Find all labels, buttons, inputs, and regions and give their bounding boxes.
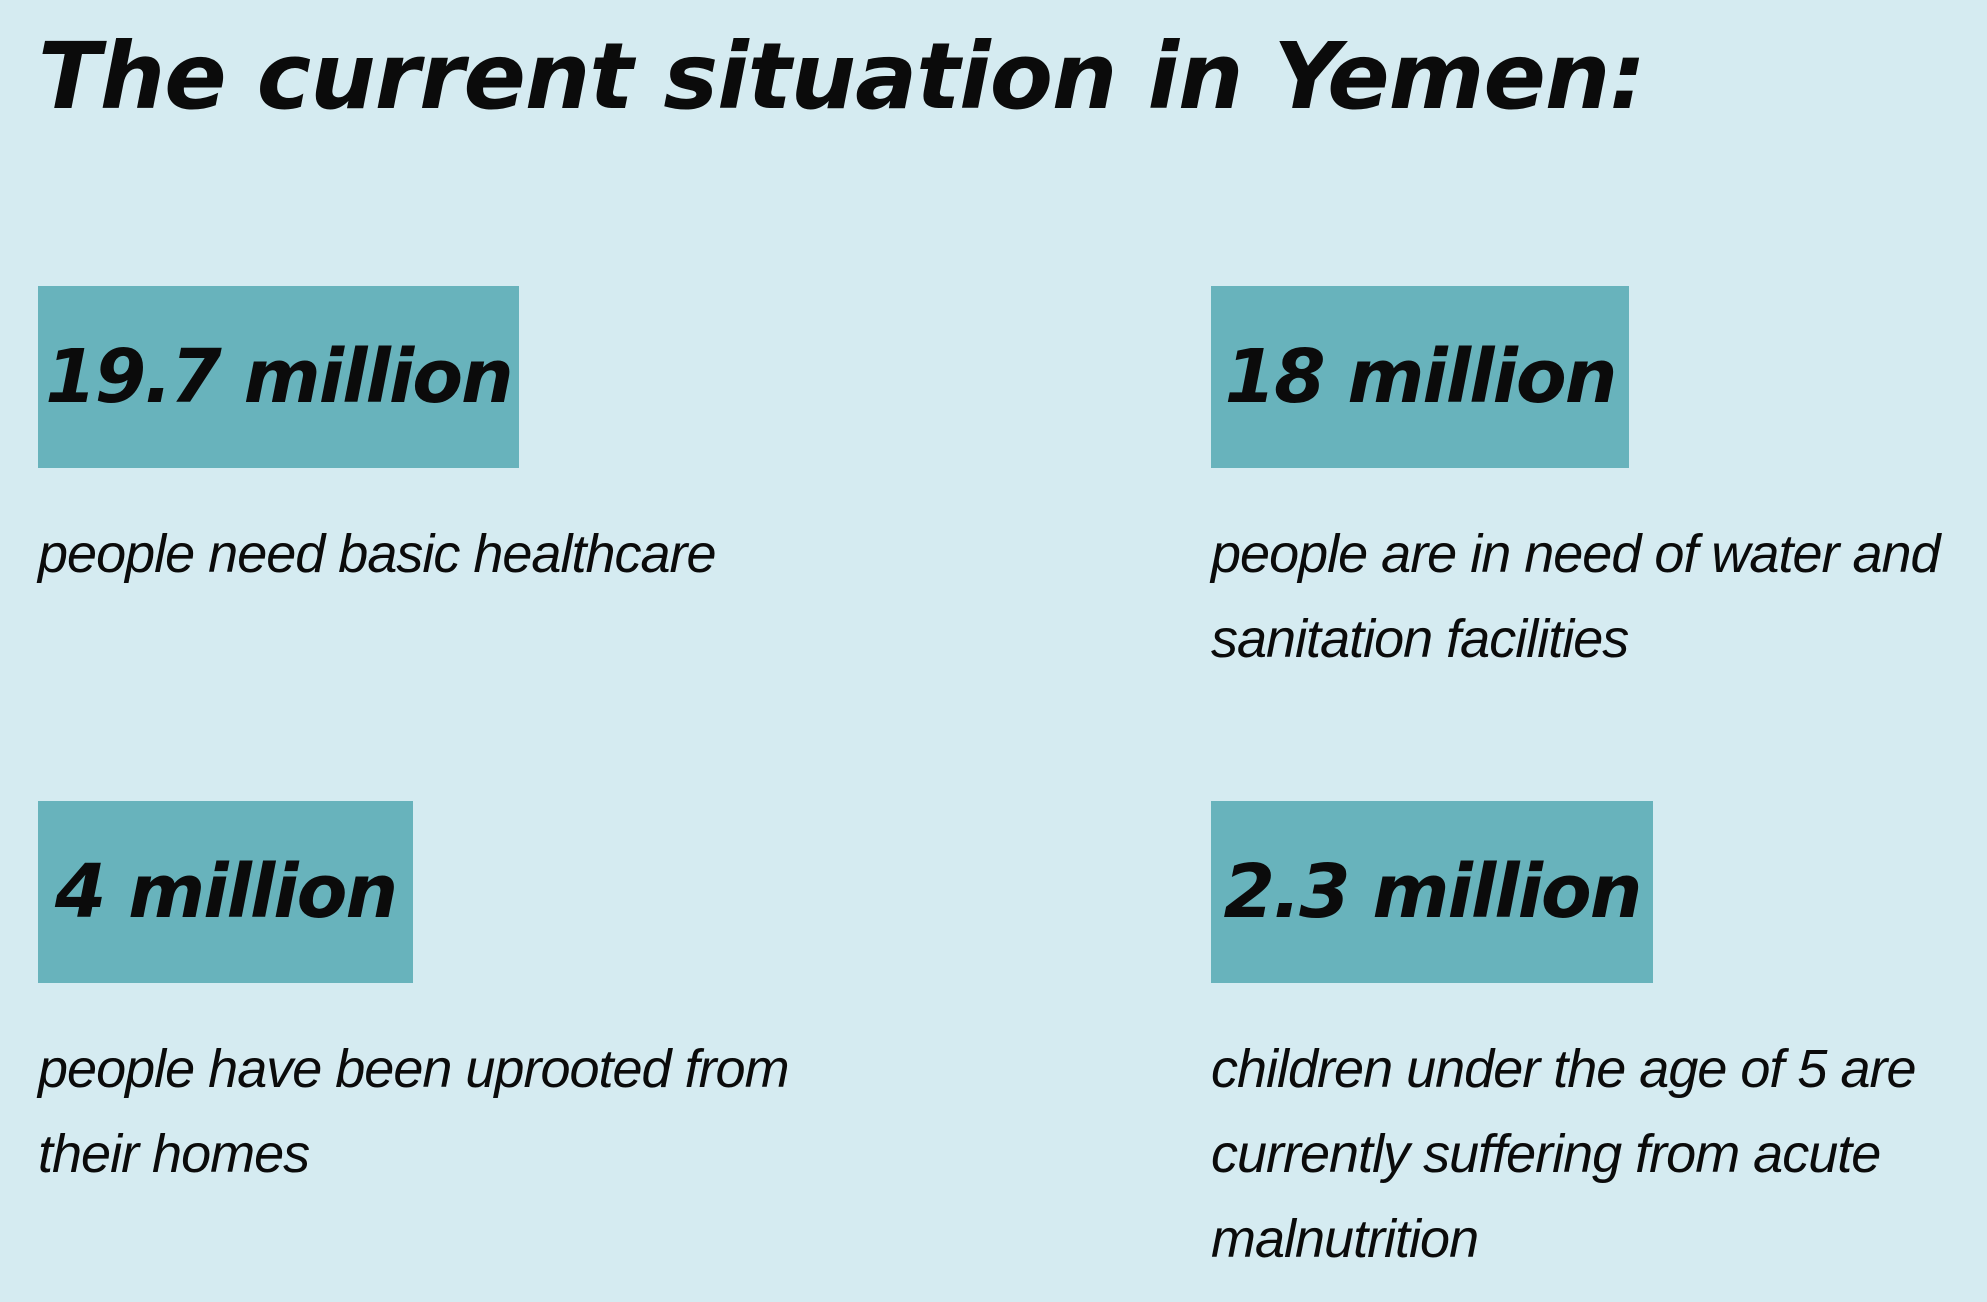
stat-description: people have been uprooted from their hom…	[38, 1039, 790, 1184]
stat-value: 18 million	[1224, 334, 1618, 420]
page-title: The current situation in Yemen:	[38, 23, 1646, 130]
stat-description: people need basic healthcare	[38, 524, 717, 584]
stat-badge: 4 million	[38, 801, 413, 983]
stat-description: people are in need of water and sanitati…	[1211, 524, 1941, 669]
stat-description: children under the age of 5 are currentl…	[1211, 1039, 1917, 1269]
stat-badge: 18 million	[1211, 286, 1629, 468]
stat-badge: 2.3 million	[1211, 801, 1653, 983]
stat-value: 4 million	[54, 849, 398, 935]
stat-badge: 19.7 million	[38, 286, 519, 468]
stat-value: 2.3 million	[1223, 849, 1643, 935]
stat-value: 19.7 million	[45, 334, 513, 420]
